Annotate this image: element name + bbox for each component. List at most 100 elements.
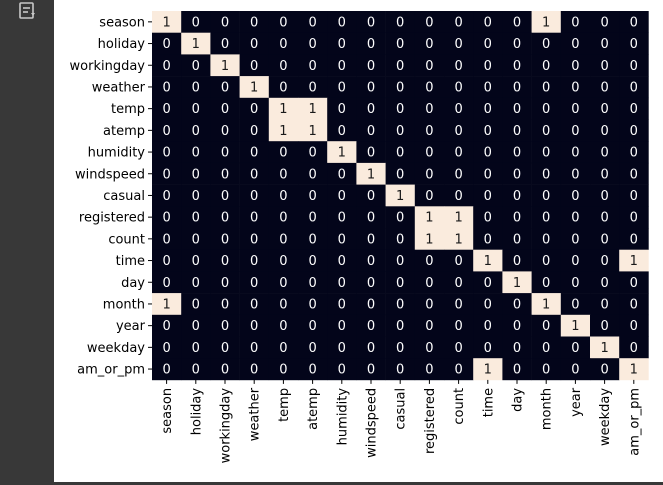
heatmap-cell-label: 0 [396, 341, 404, 356]
heatmap-cell-label: 0 [192, 319, 200, 334]
heatmap-cell [619, 314, 649, 337]
heatmap-cell [473, 228, 503, 250]
heatmap-cell-label: 0 [338, 37, 346, 52]
heatmap-cell-label: 0 [192, 80, 200, 95]
heatmap-cell [181, 314, 211, 337]
heatmap-cell [473, 32, 503, 55]
heatmap-cell [590, 119, 620, 142]
heatmap-cell-label: 0 [221, 102, 229, 117]
heatmap-cell-label: 0 [396, 319, 404, 334]
heatmap-cell [444, 11, 474, 33]
heatmap-cell [619, 141, 649, 164]
heatmap-cell [268, 314, 299, 337]
heatmap-cell-label: 0 [484, 211, 492, 226]
heatmap-cell [268, 54, 299, 77]
heatmap-cell [152, 293, 182, 316]
heatmap-cell [385, 11, 416, 33]
output-panel: 1 0 0 0 0 0 0 0 0 0 0 0 0 1 0 0 0 0 1 0 0 0 0 0 0 0 0 0 0 0 0 0 0 0 0 0 1 0 0 0… [54, 0, 663, 482]
heatmap-cell [619, 97, 649, 120]
heatmap-cell [181, 249, 211, 272]
heatmap-cell [531, 141, 562, 164]
heatmap-cell [619, 76, 649, 99]
heatmap-cell-label: 0 [162, 124, 170, 139]
heatmap-cell-label: 0 [338, 80, 346, 95]
x-tick-label: year [569, 387, 584, 417]
heatmap-cell-label: 0 [367, 319, 375, 334]
heatmap-cell-label: 0 [542, 189, 550, 204]
heatmap-cell [502, 249, 532, 272]
output-toggle-icon[interactable] [17, 0, 37, 22]
heatmap-cell [619, 11, 649, 33]
heatmap-cell [502, 271, 532, 294]
y-tick-label: day [121, 276, 145, 291]
heatmap-cell-label: 0 [192, 189, 200, 204]
heatmap-cell-label: 0 [279, 146, 287, 161]
heatmap-cell [531, 336, 562, 359]
heatmap-cell-label: 0 [367, 254, 375, 269]
heatmap-cell [414, 206, 445, 229]
heatmap-cell [298, 76, 328, 99]
heatmap-cell-label: 0 [338, 167, 346, 182]
heatmap-cell-label: 0 [279, 319, 287, 334]
x-tick-label: count [452, 388, 467, 425]
heatmap-cell [152, 162, 182, 185]
heatmap-cell-label: 0 [308, 59, 316, 74]
heatmap-cell [210, 314, 240, 337]
heatmap-cell [619, 293, 649, 316]
heatmap-cell [473, 336, 503, 359]
heatmap-cell [356, 32, 386, 55]
heatmap-cell [181, 206, 211, 229]
heatmap-cell-label: 0 [396, 297, 404, 312]
y-tick-label: month [103, 297, 145, 312]
heatmap-cell-label: 0 [630, 276, 638, 291]
heatmap-cell-label: 0 [571, 167, 579, 182]
heatmap-cell [356, 141, 386, 164]
heatmap-cell-label: 0 [630, 80, 638, 95]
heatmap-cell-label: 0 [571, 102, 579, 117]
heatmap-cell [327, 76, 357, 99]
heatmap-cell-label: 0 [571, 341, 579, 356]
heatmap-cell-label: 0 [454, 276, 462, 291]
heatmap-cell [356, 97, 386, 120]
heatmap-cell-label: 0 [542, 211, 550, 226]
heatmap-cell-label: 0 [513, 15, 521, 30]
heatmap-cell [444, 249, 474, 272]
heatmap-cell [327, 11, 357, 33]
x-tick-label: am_or_pm [627, 388, 642, 456]
heatmap-cell-label: 0 [221, 341, 229, 356]
heatmap-cell [560, 358, 591, 381]
heatmap-cell-label: 0 [221, 254, 229, 269]
heatmap-cell-label: 0 [600, 102, 608, 117]
heatmap-cell-label: 1 [425, 232, 433, 247]
heatmap-cell-label: 0 [221, 37, 229, 52]
heatmap-cell-label: 0 [162, 37, 170, 52]
heatmap-cell [385, 54, 416, 77]
heatmap-cell [385, 119, 416, 142]
heatmap-cell [560, 293, 591, 316]
heatmap-cell [414, 358, 445, 381]
heatmap-cell-label: 0 [221, 211, 229, 226]
heatmap-cell-label: 1 [308, 102, 316, 117]
heatmap-cell-label: 0 [425, 363, 433, 378]
heatmap-cell-label: 0 [192, 363, 200, 378]
heatmap-cell-label: 0 [192, 276, 200, 291]
heatmap-cell-label: 0 [513, 363, 521, 378]
heatmap-cell-label: 1 [454, 232, 462, 247]
heatmap-cell-label: 0 [542, 167, 550, 182]
heatmap-cell-label: 0 [630, 59, 638, 74]
heatmap-cell-label: 0 [367, 363, 375, 378]
heatmap-cell-label: 0 [630, 297, 638, 312]
x-tick-label: windspeed [365, 388, 380, 458]
heatmap-cell-label: 0 [367, 146, 375, 161]
heatmap-cell-label: 1 [571, 319, 579, 334]
heatmap-cell-label: 0 [513, 297, 521, 312]
heatmap-cell-label: 0 [484, 59, 492, 74]
heatmap-cell-label: 0 [162, 146, 170, 161]
heatmap-cell-label: 0 [425, 297, 433, 312]
x-tick-label: atemp [306, 388, 321, 430]
heatmap-cell-label: 0 [513, 37, 521, 52]
heatmap-cell-label: 0 [513, 341, 521, 356]
heatmap-cell [444, 97, 474, 120]
heatmap-cell [152, 11, 182, 33]
heatmap-cell [268, 11, 299, 33]
